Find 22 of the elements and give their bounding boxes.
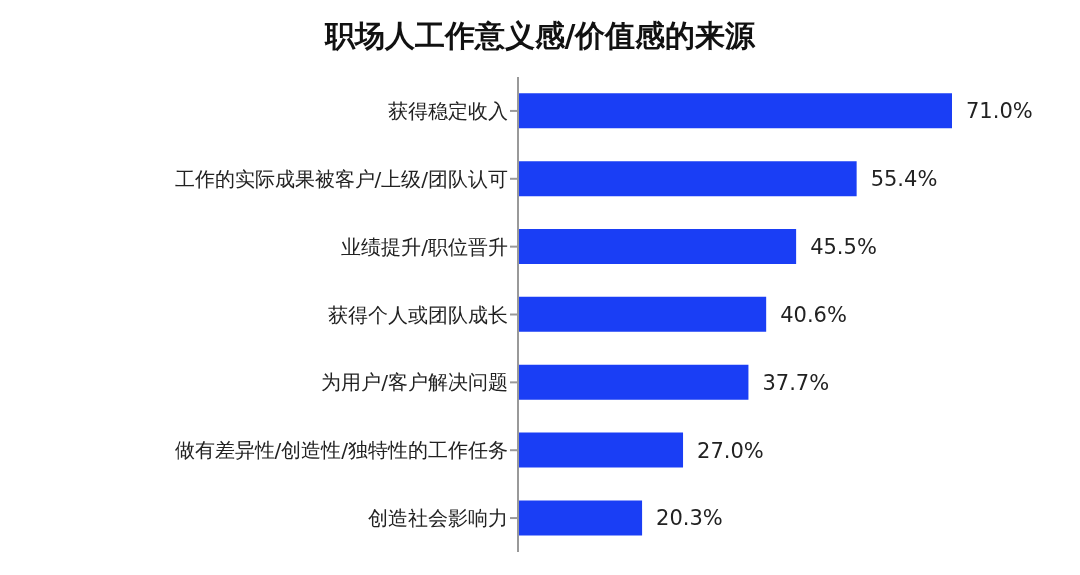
- y-tick-label: 做有差异性/创造性/独特性的工作任务: [174, 438, 508, 463]
- data-label: 20.3%: [656, 506, 723, 531]
- y-tick-label: 为用户/客户解决问题: [321, 370, 508, 395]
- bar: [518, 296, 767, 332]
- bar: [518, 229, 797, 264]
- y-tick-label: 获得个人或团队成长: [328, 302, 508, 327]
- data-label: 45.5%: [810, 234, 877, 259]
- data-label: 27.0%: [697, 438, 764, 463]
- y-tick-label: 获得稳定收入: [388, 99, 508, 124]
- bar: [518, 161, 857, 197]
- bar: [518, 364, 749, 400]
- y-tick-label: 工作的实际成果被客户/上级/团队认可: [174, 166, 508, 191]
- data-label: 37.7%: [762, 370, 830, 395]
- bar: [518, 93, 952, 129]
- data-label: 40.6%: [780, 302, 847, 327]
- bar: [518, 500, 643, 536]
- y-tick-label: 创造社会影响力: [368, 506, 508, 531]
- data-label: 71.0%: [966, 99, 1033, 124]
- data-label: 55.4%: [870, 167, 938, 192]
- chart-title: 职场人工作意义感/价值感的来源: [323, 17, 757, 55]
- y-tick-label: 业绩提升/职位晋升: [341, 234, 508, 259]
- bar: [518, 432, 684, 468]
